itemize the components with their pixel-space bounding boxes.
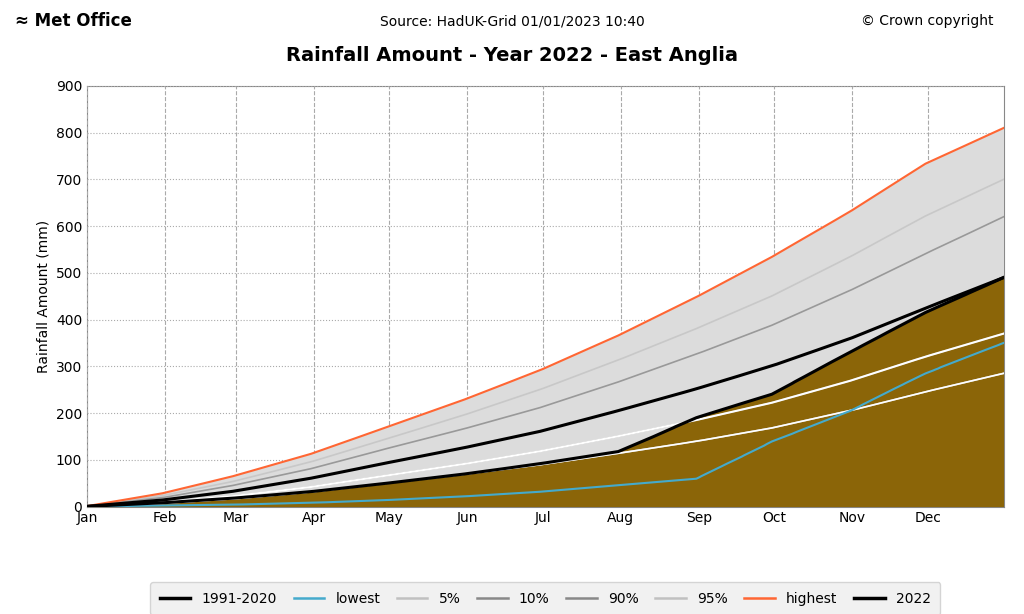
Text: ≈ Met Office: ≈ Met Office [15, 12, 132, 31]
Text: © Crown copyright: © Crown copyright [861, 15, 993, 28]
Legend: 1991-2020, lowest, 5%, 10%, 90%, 95%, highest, 2022: 1991-2020, lowest, 5%, 10%, 90%, 95%, hi… [151, 582, 940, 614]
Text: Source: HadUK-Grid 01/01/2023 10:40: Source: HadUK-Grid 01/01/2023 10:40 [380, 15, 644, 28]
Y-axis label: Rainfall Amount (mm): Rainfall Amount (mm) [36, 220, 50, 373]
Text: Rainfall Amount - Year 2022 - East Anglia: Rainfall Amount - Year 2022 - East Angli… [286, 46, 738, 64]
